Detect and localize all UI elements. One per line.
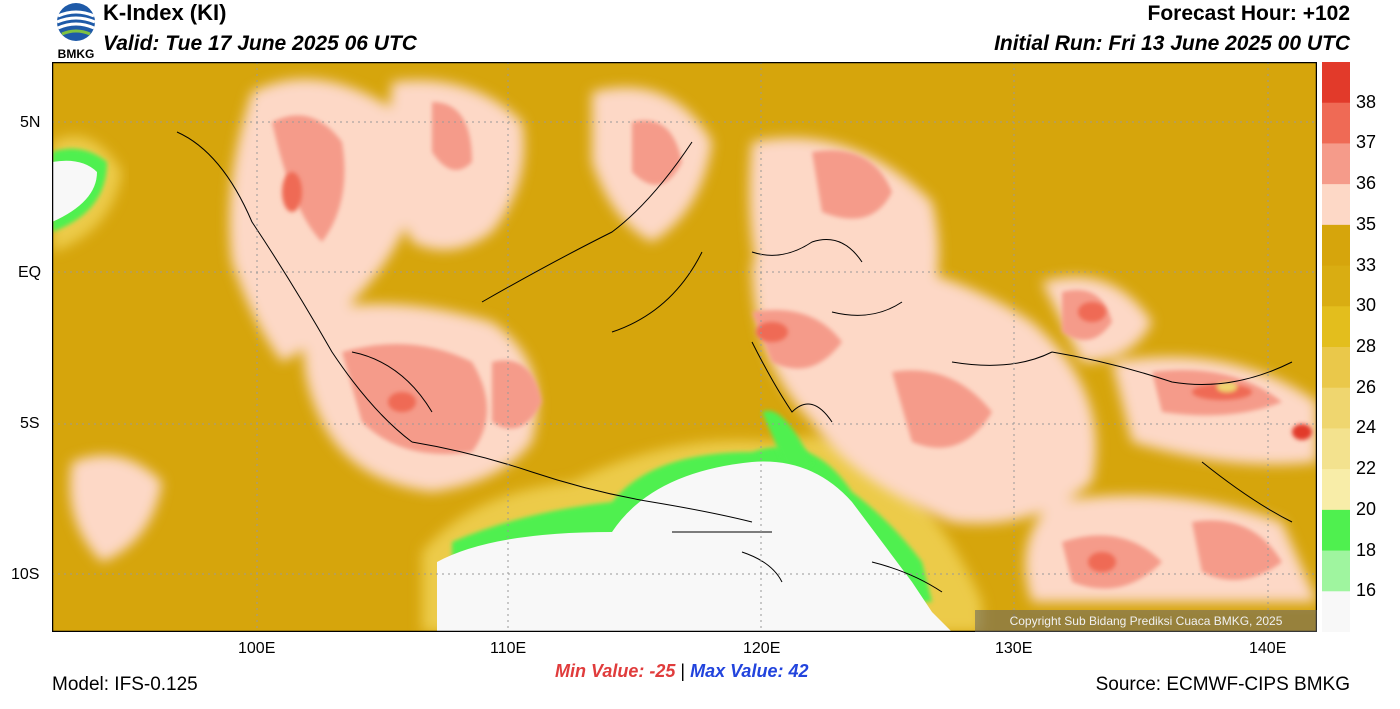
lon-label-110e: 110E [490, 640, 527, 657]
colorbar-label: 26 [1356, 376, 1377, 397]
colorbar-label: 24 [1356, 417, 1377, 438]
colorbar-label: 30 [1356, 295, 1377, 316]
colorbar-label: 36 [1356, 173, 1377, 194]
colorbar-swatch [1322, 306, 1350, 348]
min-max-values: Min Value: -25 | Max Value: 42 [555, 661, 808, 682]
bmkg-logo: BMKG [52, 2, 100, 61]
colorbar-swatch [1322, 469, 1350, 511]
lon-label-130e: 130E [995, 640, 1033, 657]
colorbar-label: 33 [1356, 254, 1377, 275]
colorbar-swatch [1322, 591, 1350, 633]
lat-label-eq: EQ [18, 264, 42, 281]
colorbar-label: 28 [1356, 336, 1377, 356]
colorbar-swatch [1322, 224, 1350, 267]
max-value: Max Value: 42 [690, 661, 809, 681]
colorbar-label: 38 [1356, 91, 1377, 112]
colorbar-swatch [1322, 184, 1350, 226]
lat-label-5s: 5S [20, 415, 40, 432]
colorbar-swatch [1322, 428, 1350, 470]
logo-text: BMKG [58, 47, 95, 60]
colorbar-swatch [1322, 550, 1350, 592]
forecast-hour: Forecast Hour: +102 [1147, 2, 1351, 25]
colorbar-label: 20 [1356, 498, 1377, 519]
stats-separator: | [680, 661, 686, 681]
lon-label-120e: 120E [743, 640, 781, 657]
valid-time: Valid: Tue 17 June 2025 06 UTC [103, 32, 417, 55]
colorbar-swatch [1322, 102, 1350, 144]
source-label: Source: ECMWF-CIPS BMKG [1095, 674, 1350, 695]
colorbar-swatch [1322, 265, 1350, 307]
map-title: K-Index (KI) [103, 0, 227, 25]
colorbar-label: 16 [1356, 580, 1377, 601]
initial-run: Initial Run: Fri 13 June 2025 00 UTC [994, 32, 1350, 55]
model-label: Model: IFS-0.125 [52, 674, 198, 695]
colorbar-label: 18 [1356, 539, 1377, 560]
colorbar-swatch [1322, 62, 1350, 104]
lat-label-10s: 10S [11, 566, 40, 583]
min-value: Min Value: -25 [555, 661, 676, 681]
colorbar-swatch [1322, 347, 1350, 389]
colorbar-swatch [1322, 387, 1350, 429]
colorbar-swatch [1322, 509, 1350, 552]
colorbar-label: 35 [1356, 213, 1377, 234]
colorbar-label: 22 [1356, 458, 1377, 479]
colorbar [1322, 62, 1350, 633]
colorbar-label: 37 [1356, 132, 1377, 153]
lon-label-140e: 140E [1249, 640, 1287, 657]
copyright-notice: Copyright Sub Bidang Prediksi Cuaca BMKG… [975, 610, 1317, 632]
lon-label-100e: 100E [238, 640, 276, 657]
lat-label-5n: 5N [20, 114, 41, 131]
k-index-map [51, 61, 1318, 633]
colorbar-swatch [1322, 143, 1350, 185]
